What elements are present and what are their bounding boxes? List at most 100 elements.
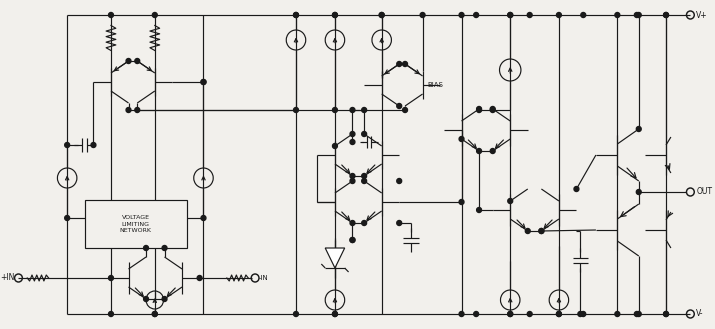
Circle shape xyxy=(508,13,513,17)
Circle shape xyxy=(379,13,384,17)
Circle shape xyxy=(332,108,337,113)
Circle shape xyxy=(162,296,167,301)
Circle shape xyxy=(508,312,513,316)
Circle shape xyxy=(362,220,367,225)
Circle shape xyxy=(539,229,544,234)
Circle shape xyxy=(508,198,513,204)
Circle shape xyxy=(477,148,481,154)
Circle shape xyxy=(397,104,402,109)
Circle shape xyxy=(508,13,513,17)
Circle shape xyxy=(634,312,639,316)
Circle shape xyxy=(397,220,402,225)
Circle shape xyxy=(477,208,481,213)
Circle shape xyxy=(362,108,367,113)
Circle shape xyxy=(350,173,355,179)
Text: BIAS: BIAS xyxy=(428,82,443,88)
Circle shape xyxy=(526,229,531,234)
Circle shape xyxy=(144,296,149,301)
Circle shape xyxy=(294,312,298,316)
Circle shape xyxy=(477,107,481,112)
Circle shape xyxy=(636,13,641,17)
Circle shape xyxy=(459,312,464,316)
Circle shape xyxy=(362,179,367,184)
Circle shape xyxy=(578,312,583,316)
Circle shape xyxy=(556,312,561,316)
Circle shape xyxy=(490,108,495,113)
Text: V+: V+ xyxy=(696,11,708,19)
Circle shape xyxy=(581,13,586,17)
Circle shape xyxy=(574,187,579,191)
Text: VOLTAGE
LIMITING
NETWORK: VOLTAGE LIMITING NETWORK xyxy=(120,215,152,233)
Circle shape xyxy=(152,312,157,316)
Circle shape xyxy=(350,132,355,137)
Circle shape xyxy=(294,13,298,17)
Circle shape xyxy=(556,13,561,17)
Circle shape xyxy=(294,13,298,17)
Circle shape xyxy=(109,13,114,17)
Circle shape xyxy=(490,148,495,154)
Circle shape xyxy=(332,13,337,17)
Circle shape xyxy=(362,173,367,179)
Circle shape xyxy=(126,108,131,113)
Circle shape xyxy=(474,13,478,17)
Circle shape xyxy=(403,62,408,66)
Circle shape xyxy=(508,312,513,316)
Circle shape xyxy=(474,312,478,316)
Circle shape xyxy=(615,312,620,316)
Circle shape xyxy=(135,59,139,63)
FancyBboxPatch shape xyxy=(84,200,187,248)
Circle shape xyxy=(201,215,206,220)
Circle shape xyxy=(332,13,337,17)
Circle shape xyxy=(615,13,620,17)
Circle shape xyxy=(490,107,495,112)
Circle shape xyxy=(664,312,669,316)
Circle shape xyxy=(109,312,114,316)
Polygon shape xyxy=(325,248,345,268)
Circle shape xyxy=(332,143,337,148)
Circle shape xyxy=(144,245,149,250)
Circle shape xyxy=(459,199,464,205)
Circle shape xyxy=(332,312,337,316)
Text: OUT: OUT xyxy=(696,188,712,196)
Circle shape xyxy=(350,108,355,113)
Circle shape xyxy=(527,13,532,17)
Circle shape xyxy=(397,62,402,66)
Circle shape xyxy=(162,245,167,250)
Circle shape xyxy=(664,312,669,316)
Circle shape xyxy=(379,13,384,17)
Circle shape xyxy=(350,238,355,242)
Circle shape xyxy=(152,13,157,17)
Circle shape xyxy=(65,142,69,147)
Circle shape xyxy=(459,137,464,141)
Circle shape xyxy=(350,139,355,144)
Circle shape xyxy=(420,13,425,17)
Circle shape xyxy=(477,108,481,113)
Text: V-: V- xyxy=(696,310,704,318)
Circle shape xyxy=(397,179,402,184)
Circle shape xyxy=(459,13,464,17)
Circle shape xyxy=(556,312,561,316)
Circle shape xyxy=(350,220,355,225)
Circle shape xyxy=(126,59,131,63)
Circle shape xyxy=(197,275,202,281)
Text: +IN: +IN xyxy=(0,273,14,283)
Circle shape xyxy=(65,215,69,220)
Circle shape xyxy=(91,142,96,147)
Circle shape xyxy=(539,229,544,234)
Circle shape xyxy=(294,108,298,113)
Circle shape xyxy=(664,13,669,17)
Circle shape xyxy=(581,312,586,316)
Circle shape xyxy=(636,312,641,316)
Circle shape xyxy=(636,190,641,194)
Circle shape xyxy=(201,80,206,85)
Circle shape xyxy=(135,108,139,113)
Circle shape xyxy=(664,13,669,17)
Circle shape xyxy=(201,80,206,85)
Circle shape xyxy=(636,126,641,132)
Circle shape xyxy=(527,312,532,316)
Circle shape xyxy=(350,179,355,184)
Circle shape xyxy=(350,238,355,242)
Circle shape xyxy=(362,132,367,137)
Circle shape xyxy=(634,13,639,17)
Circle shape xyxy=(152,312,157,316)
